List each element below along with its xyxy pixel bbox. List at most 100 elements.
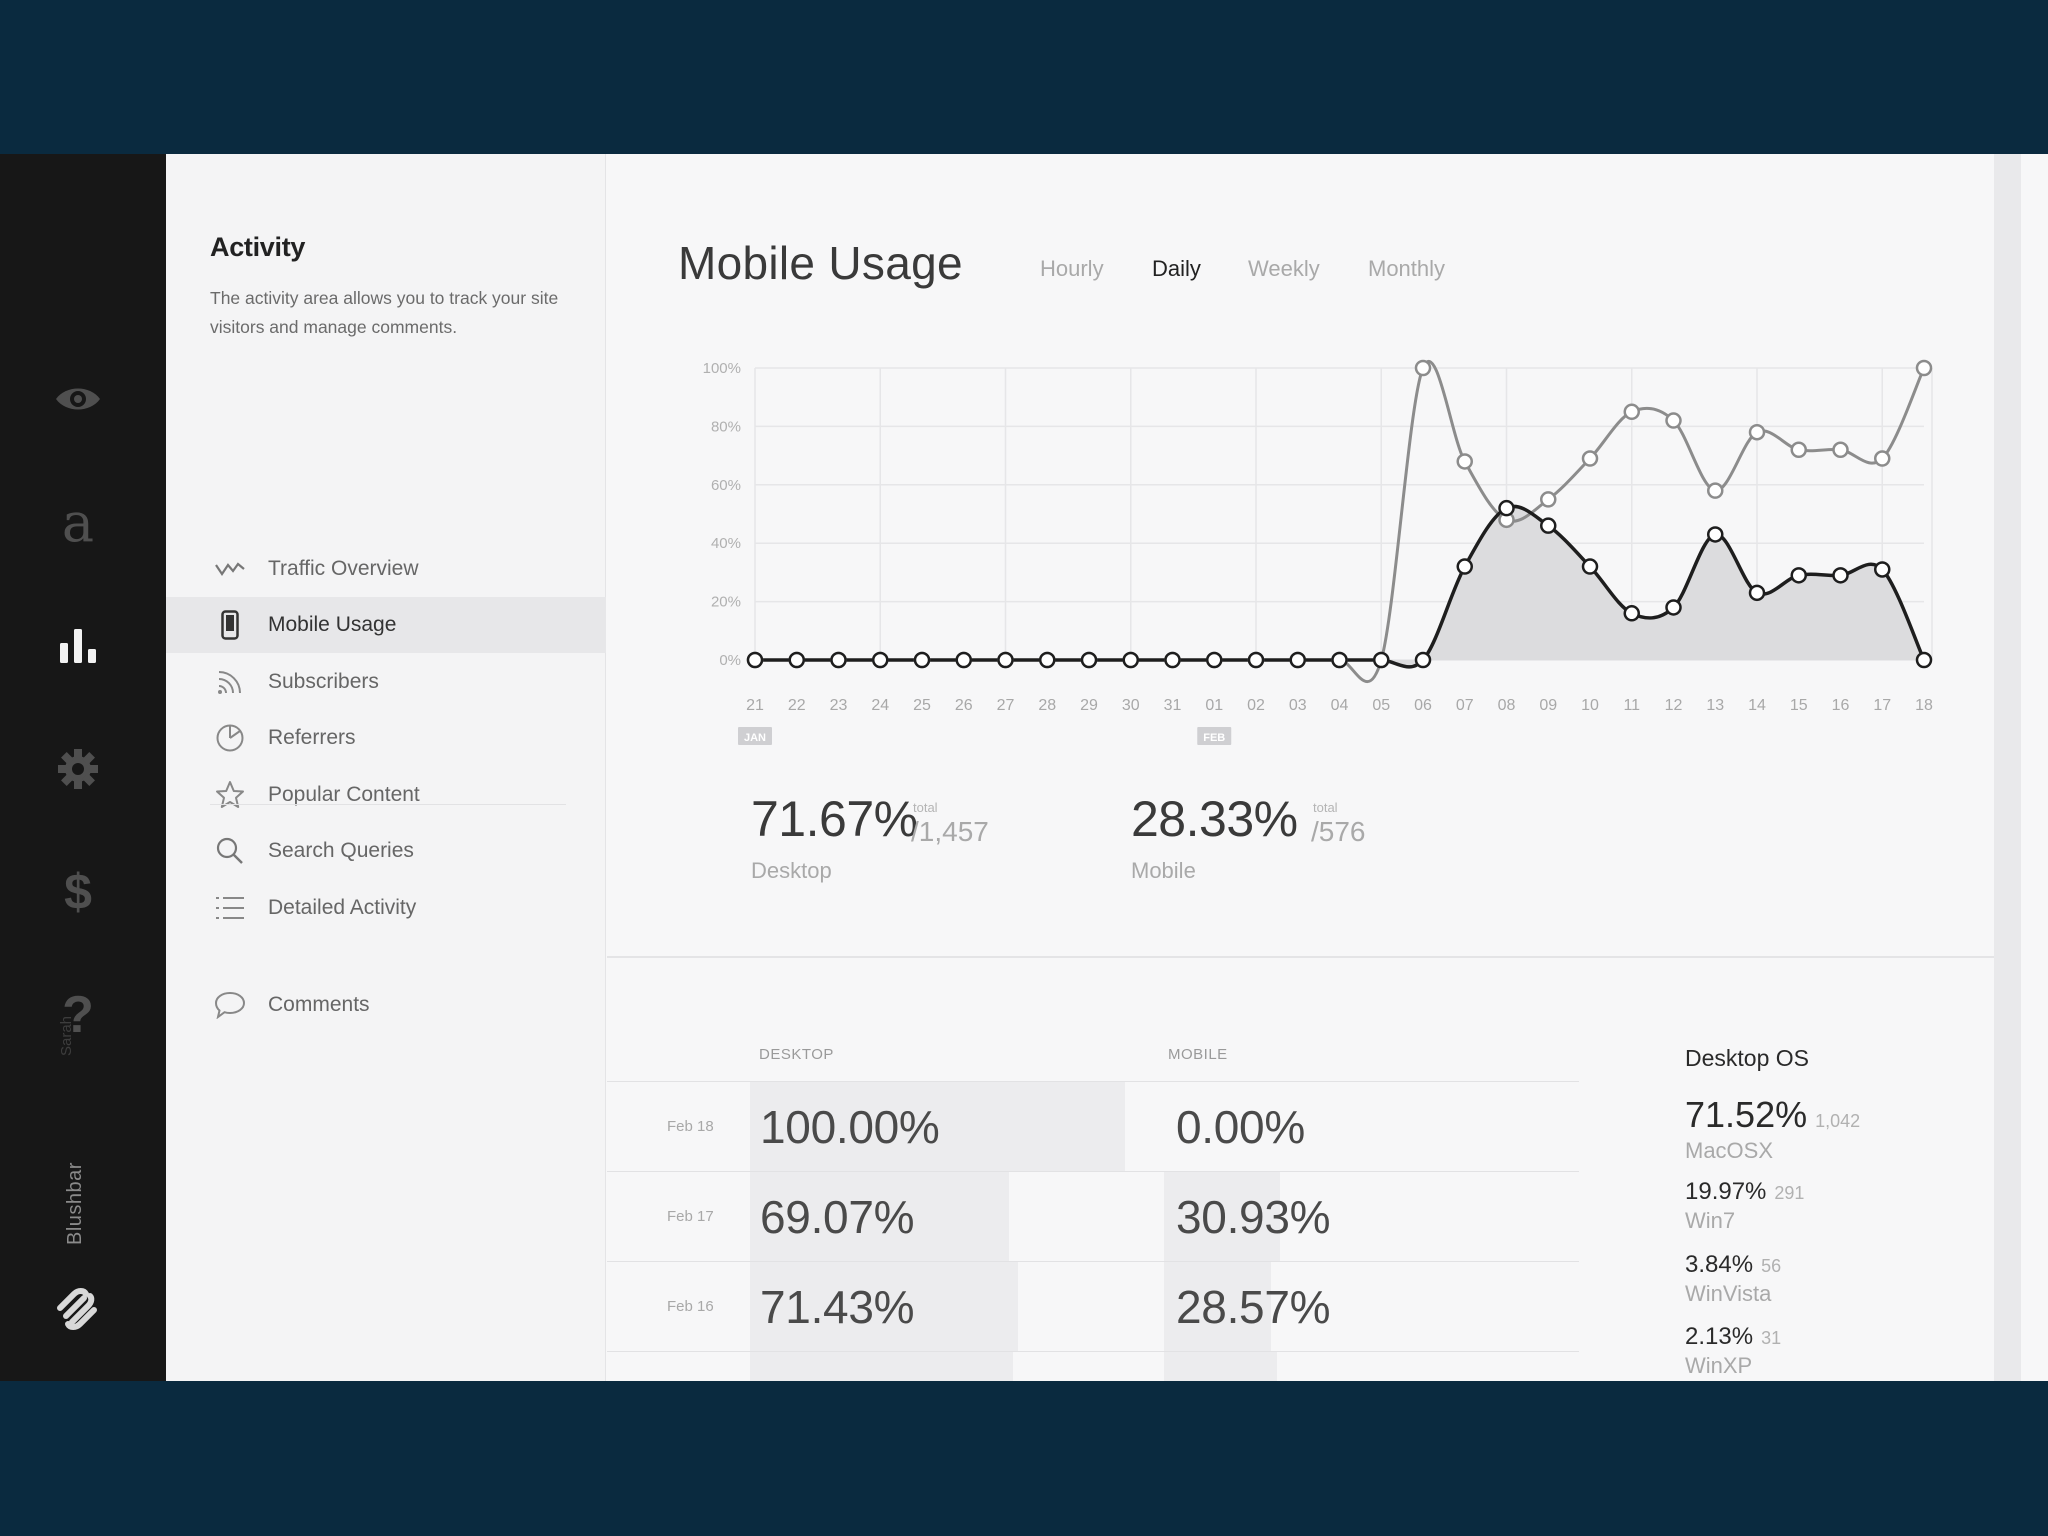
x-tick-label: 11: [1623, 697, 1640, 714]
app-window: a $ ? Sarah Blushbar Activity The activi…: [0, 154, 2048, 1381]
desktop-share-bar: [750, 1172, 1009, 1261]
help-icon[interactable]: ?: [62, 986, 94, 1044]
data-point: [1748, 584, 1766, 602]
rss-icon: [210, 668, 250, 696]
nav-mobile-usage[interactable]: Mobile Usage: [166, 597, 606, 653]
bar-chart-icon[interactable]: [43, 610, 113, 680]
tab-weekly[interactable]: Weekly: [1248, 256, 1320, 281]
os-count: 1,042: [1815, 1111, 1861, 1131]
table-row[interactable]: Feb 17 69.07% 30.93%: [607, 1171, 1579, 1261]
os-percent: 2.13%: [1685, 1323, 1754, 1350]
nav-label: Comments: [268, 993, 370, 1016]
x-tick-label: 23: [830, 697, 848, 714]
x-tick-label: 31: [1164, 697, 1182, 714]
x-tick-label: 30: [1122, 697, 1140, 714]
mobile-share-bar: [1164, 1352, 1277, 1381]
os-percent: 19.97%: [1685, 1178, 1767, 1205]
desktop-share-bar: [750, 1082, 1125, 1171]
data-point: [1498, 499, 1515, 517]
nav-divider: [210, 804, 566, 805]
os-name: MacOSX: [1685, 1138, 1774, 1163]
tab-monthly[interactable]: Monthly: [1368, 256, 1446, 281]
month-label: FEB: [1203, 732, 1225, 744]
data-point: [1414, 651, 1432, 669]
x-tick-label: 09: [1539, 697, 1557, 714]
squarespace-logo-icon[interactable]: [52, 1284, 102, 1334]
data-point: [1707, 526, 1724, 543]
tab-daily[interactable]: Daily: [1152, 256, 1201, 281]
desktop-share-bar: [750, 1262, 1018, 1351]
data-point: [1915, 359, 1933, 377]
x-tick-label: 08: [1498, 697, 1516, 714]
table-row[interactable]: Feb 18 100.00% 0.00%: [607, 1081, 1579, 1171]
user-name[interactable]: Sarah: [58, 1015, 75, 1056]
month-label: JAN: [744, 732, 766, 744]
eye-icon[interactable]: [43, 364, 113, 434]
os-percent: 71.52%: [1685, 1094, 1808, 1135]
activity-sidebar: Activity The activity area allows you to…: [166, 154, 606, 1381]
nav-referrers[interactable]: Referrers: [166, 710, 606, 766]
data-point: [1915, 651, 1933, 669]
x-tick-label: 17: [1873, 697, 1891, 714]
data-point: [1414, 359, 1432, 377]
nav-search-queries[interactable]: Search Queries: [166, 823, 606, 879]
data-point: [1206, 651, 1223, 669]
nav-label: Referrers: [268, 726, 356, 749]
x-tick-label: 13: [1706, 697, 1724, 714]
phone-icon: [210, 610, 250, 640]
nav-label: Subscribers: [268, 670, 379, 693]
data-point: [1874, 561, 1891, 578]
nav-subscribers[interactable]: Subscribers: [166, 654, 606, 710]
nav-label: Detailed Activity: [268, 896, 417, 919]
os-item: 19.97% 291 Win7: [1685, 1178, 1804, 1234]
nav-traffic-overview[interactable]: Traffic Overview: [166, 541, 606, 597]
traffic-line-icon: [210, 561, 250, 577]
x-tick-label: 07: [1456, 697, 1474, 714]
nav-label: Mobile Usage: [268, 613, 397, 636]
tab-hourly[interactable]: Hourly: [1040, 256, 1104, 281]
text-a-icon[interactable]: a: [61, 490, 95, 554]
x-tick-label: 29: [1080, 697, 1098, 714]
desktop-stat: 71.67% total /1,457 Desktop: [751, 790, 989, 883]
x-tick-label: 15: [1790, 697, 1808, 714]
data-point: [1289, 651, 1306, 669]
mobile-stat: 28.33% total /576 Mobile: [1131, 790, 1366, 883]
x-tick-label: 26: [955, 697, 973, 714]
data-point: [1456, 453, 1473, 470]
os-item: 2.13% 31 WinXP: [1685, 1323, 1781, 1379]
mobile-percent: 28.33%: [1131, 791, 1298, 847]
data-point: [1540, 517, 1557, 534]
desktop-os-title: Desktop OS: [1685, 1045, 1809, 1071]
nav-popular-content[interactable]: Popular Content: [166, 767, 606, 823]
table-row[interactable]: [607, 1351, 1579, 1381]
data-point: [1080, 651, 1098, 669]
nav-label: Traffic Overview: [268, 557, 419, 580]
x-tick-label: 10: [1581, 697, 1599, 714]
mobile-total: /576: [1311, 816, 1366, 847]
gear-icon[interactable]: [43, 734, 113, 804]
star-icon: [210, 780, 250, 810]
data-point: [1790, 441, 1807, 459]
data-point: [1832, 567, 1849, 584]
x-tick-label: 21: [746, 697, 764, 714]
desktop-percent-cell: 71.43%: [760, 1281, 915, 1333]
site-name[interactable]: Blushbar: [64, 1162, 86, 1245]
nav-comments[interactable]: Comments: [166, 977, 606, 1033]
data-point: [1122, 651, 1139, 669]
desktop-percent: 71.67%: [751, 791, 918, 847]
data-point: [1331, 651, 1348, 669]
table-row[interactable]: Feb 16 71.43% 28.57%: [607, 1261, 1579, 1351]
data-point: [1581, 450, 1599, 467]
dollar-icon[interactable]: $: [64, 864, 92, 920]
row-date: Feb 18: [667, 1118, 714, 1135]
x-tick-label: 25: [913, 697, 931, 714]
data-point: [1623, 403, 1640, 421]
x-tick-label: 22: [788, 697, 806, 714]
y-tick-label: 40%: [711, 535, 741, 552]
nav-detailed-activity[interactable]: Detailed Activity: [166, 880, 606, 936]
y-tick-label: 80%: [711, 418, 741, 435]
data-point: [1665, 412, 1682, 429]
icon-rail: a $ ? Sarah Blushbar: [0, 154, 166, 1381]
speech-bubble-icon: [210, 991, 250, 1019]
scrollbar[interactable]: [1994, 154, 2021, 1381]
